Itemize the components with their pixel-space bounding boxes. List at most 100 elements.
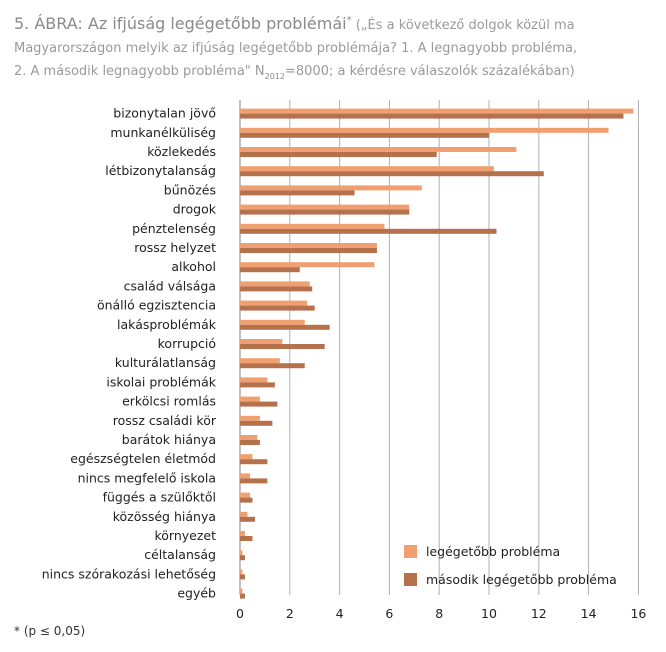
bar-first [240, 454, 253, 460]
bar-second [240, 363, 305, 369]
bar-second [240, 248, 377, 253]
category-label: függés a szülőktől [103, 490, 216, 505]
category-label: kulturálatlanság [115, 355, 216, 370]
bar-first [240, 435, 258, 440]
x-tick-label: 0 [236, 606, 244, 621]
category-label: céltalanság [144, 547, 216, 562]
x-tick-label: 10 [481, 606, 497, 621]
bar-second [240, 440, 260, 445]
category-label: önálló egzisztencia [97, 298, 216, 313]
category-label: munkanélküliség [110, 125, 216, 140]
bar-first [240, 588, 243, 594]
bar-first [240, 358, 280, 364]
footnote: * (p ≤ 0,05) [14, 624, 86, 638]
bar-first [240, 550, 243, 556]
title-main: 5. ÁBRA: Az ifjúság legégetőbb problémái [14, 13, 347, 33]
category-label: létbizonytalanság [105, 163, 216, 178]
bar-second [240, 267, 300, 273]
category-label: bűnözés [164, 182, 216, 197]
category-label: iskolai problémák [106, 374, 216, 389]
category-label: alkohol [171, 259, 216, 274]
bar-second [240, 286, 313, 292]
title-subtitle-3a: 2. A második legnagyobb probléma" N [14, 63, 265, 79]
bar-second [240, 152, 437, 157]
x-tick-label: 4 [336, 606, 344, 621]
bar-second [240, 574, 245, 580]
x-tick-label: 2 [286, 606, 294, 621]
bar-first [240, 319, 305, 325]
bar-first [240, 281, 310, 287]
bar-second [240, 459, 268, 465]
bar-second [240, 209, 410, 215]
category-label: család válsága [124, 278, 216, 293]
title-subtitle-1: („És a következő dolgok közül ma [351, 17, 575, 33]
bar-second [240, 324, 330, 330]
category-label: nincs megfelelő iskola [78, 470, 216, 485]
bar-second [240, 478, 268, 484]
category-label: környezet [154, 528, 216, 543]
bar-first [240, 300, 308, 306]
bar-second [240, 536, 253, 541]
title-subtitle-3b: =8000; a kérdésre válaszolók százalékába… [285, 63, 575, 79]
bar-first [240, 396, 260, 402]
bar-second [240, 555, 245, 561]
legend-swatch [404, 573, 417, 586]
x-tick-label: 14 [581, 606, 597, 621]
bar-second [240, 305, 315, 311]
category-label: drogok [173, 202, 217, 217]
bar-first [240, 415, 260, 421]
bar-second [240, 497, 253, 503]
category-label: erkölcsi romlás [122, 394, 216, 409]
bar-second [240, 593, 245, 599]
bar-second [240, 228, 497, 234]
category-label: nincs szórakozási lehetőség [42, 566, 216, 581]
bar-first [240, 473, 250, 479]
category-label: közlekedés [147, 144, 216, 159]
bar-first [240, 377, 268, 383]
bar-first [240, 511, 248, 517]
bar-first [240, 243, 377, 248]
category-label: egészségtelen életmód [70, 451, 216, 466]
category-label: rossz helyzet [134, 240, 216, 255]
bar-first [240, 262, 375, 268]
bar-second [240, 420, 273, 426]
bar-first [240, 223, 385, 229]
bar-second [240, 171, 544, 177]
legend-swatch [404, 545, 417, 558]
title-star: * [346, 15, 352, 26]
category-label: pénztelenség [132, 221, 216, 236]
x-tick-label: 16 [630, 606, 646, 621]
bar-second [240, 132, 489, 138]
category-label: barátok hiánya [122, 432, 216, 447]
bar-second [240, 190, 355, 196]
bar-first [240, 569, 243, 575]
category-label: bizonytalan jövő [113, 106, 216, 121]
bar-first [240, 108, 634, 114]
bar-first [240, 185, 422, 191]
bar-first [240, 166, 494, 172]
category-label: közösség hiánya [113, 509, 216, 524]
legend-label: legégetőbb probléma [426, 544, 560, 559]
bar-first [240, 204, 410, 210]
title-subtitle-2: Magyarországon melyik az ifjúság legéget… [14, 40, 578, 56]
x-tick-label: 6 [385, 606, 393, 621]
category-label: korrupció [158, 336, 216, 351]
bar-second [240, 113, 624, 119]
bar-second [240, 382, 275, 388]
bar-first [240, 127, 609, 133]
bar-second [240, 401, 278, 407]
x-tick-label: 8 [435, 606, 443, 621]
category-label: egyéb [177, 586, 216, 601]
bar-second [240, 516, 255, 522]
title-subtitle-3-sub: 2012 [264, 71, 285, 81]
category-label: lakásproblémák [117, 317, 217, 332]
bar-first [240, 147, 517, 152]
bar-first [240, 531, 245, 536]
bar-second [240, 344, 325, 349]
bar-first [240, 339, 283, 344]
category-label: rossz családi kör [113, 413, 217, 428]
legend-label: második legégetőbb probléma [426, 572, 617, 587]
chart-title: 5. ÁBRA: Az ifjúság legégetőbb problémái… [14, 10, 654, 88]
x-tick-label: 12 [531, 606, 547, 621]
